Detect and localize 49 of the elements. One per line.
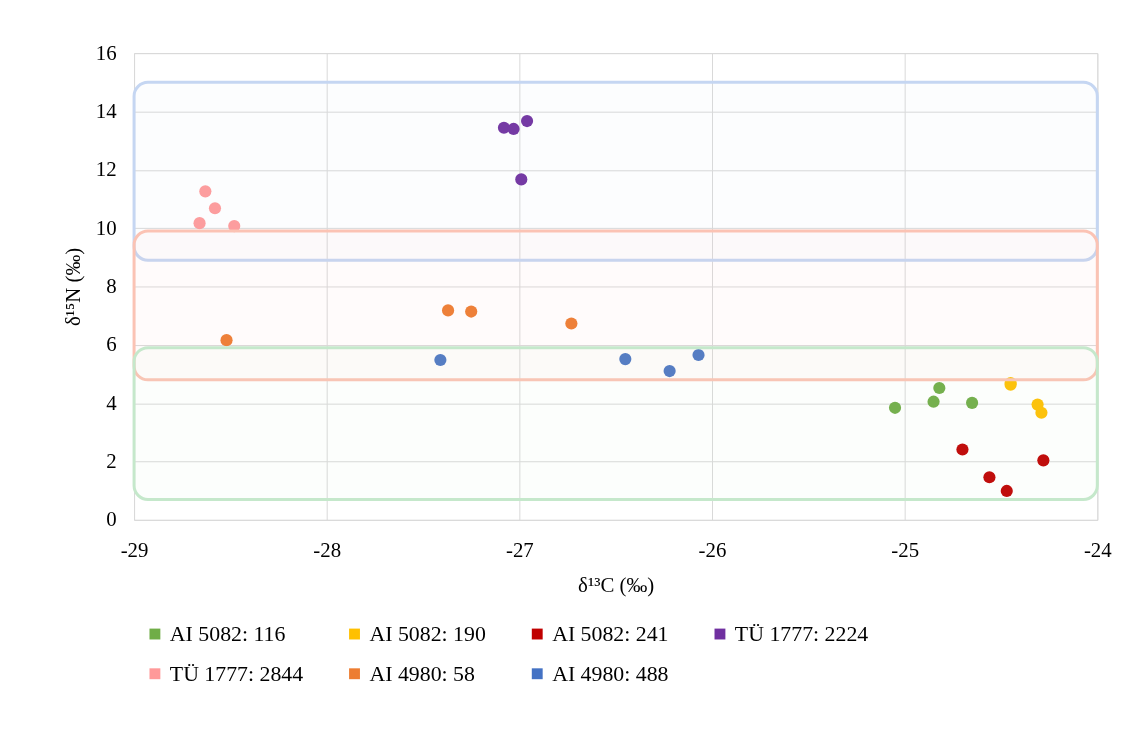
y-tick-label: 16: [95, 40, 117, 65]
point: [983, 471, 996, 484]
x-tick-label: -25: [891, 538, 920, 563]
legend-label: AI 4980: 488: [552, 661, 669, 686]
point: [199, 185, 212, 198]
point: [507, 122, 520, 136]
point: [228, 220, 241, 233]
point: [619, 353, 632, 366]
y-axis-title: δ¹⁵N (‰): [60, 247, 85, 327]
point: [208, 202, 222, 215]
point: [1037, 454, 1050, 467]
legend-label: AI 5082: 241: [552, 621, 669, 646]
x-tick-label: -26: [698, 538, 727, 563]
point: [442, 304, 455, 317]
point: [565, 317, 578, 330]
point: [927, 395, 940, 408]
y-tick-label: 0: [106, 507, 117, 532]
x-tick-label: -27: [505, 538, 534, 563]
x-tick-label: -24: [1083, 538, 1113, 563]
y-tick-label: 4: [106, 390, 118, 415]
point: [933, 381, 946, 395]
y-tick-label: 12: [95, 157, 117, 182]
point: [692, 348, 705, 362]
point: [1000, 484, 1013, 498]
legend-label: AI 5082: 116: [169, 621, 286, 646]
point: [956, 443, 969, 456]
x-axis-title: δ¹³C (‰): [578, 572, 655, 597]
legend-label: AI 5082: 190: [369, 621, 486, 646]
legend-label: TÜ 1777: 2844: [169, 661, 304, 686]
x-tick-label: -28: [313, 538, 342, 563]
y-tick-label: 2: [106, 448, 117, 473]
point: [1035, 406, 1048, 419]
point: [663, 364, 676, 378]
point: [220, 334, 233, 347]
point: [888, 401, 902, 414]
point: [434, 353, 447, 367]
x-tick-label: -29: [120, 538, 149, 563]
point: [193, 217, 206, 230]
point: [465, 305, 478, 318]
point: [966, 396, 979, 409]
y-tick-label: 14: [95, 98, 118, 123]
point: [515, 173, 528, 186]
point: [497, 121, 511, 134]
point: [520, 115, 534, 128]
legend-label: TÜ 1777: 2224: [734, 621, 869, 646]
y-tick-label: 6: [106, 332, 117, 357]
y-tick-label: 10: [95, 215, 117, 240]
y-tick-label: 8: [106, 273, 117, 298]
legend-label: AI 4980: 58: [369, 661, 475, 686]
